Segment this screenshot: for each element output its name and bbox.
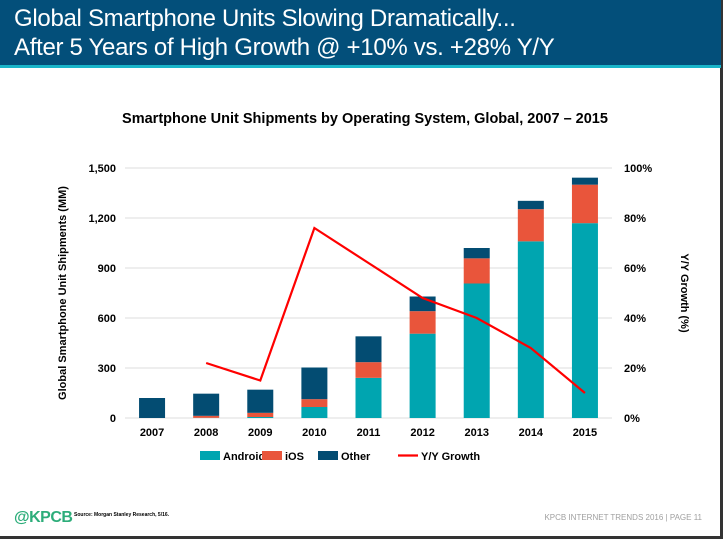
bar-android xyxy=(463,283,490,418)
y-tick-label: 1,200 xyxy=(88,213,116,225)
source-note: Source: Morgan Stanley Research, 5/16. xyxy=(74,512,170,518)
x-tick-label: 2011 xyxy=(357,427,381,439)
slide-title-line1: Global Smartphone Units Slowing Dramatic… xyxy=(14,5,516,32)
bar-other xyxy=(571,177,598,185)
y2-tick-label: 100% xyxy=(624,163,652,175)
y2-tick-label: 40% xyxy=(624,313,646,325)
y-tick-label: 300 xyxy=(98,363,116,375)
y2-tick-label: 80% xyxy=(624,213,646,225)
bar-other xyxy=(517,200,544,210)
bar-ios xyxy=(463,258,490,284)
y2-axis-label: Y/Y Growth (%) xyxy=(678,253,690,333)
kpcb-logo: @KPCB xyxy=(14,509,73,526)
x-tick-label: 2007 xyxy=(140,427,164,439)
x-tick-label: 2012 xyxy=(410,427,434,439)
x-tick-label: 2008 xyxy=(194,427,218,439)
bar-other xyxy=(463,248,490,259)
legend-label: Other xyxy=(341,451,371,463)
y-axis-label: Global Smartphone Unit Shipments (MM) xyxy=(57,186,69,400)
y-tick-label: 0 xyxy=(110,413,116,425)
legend-label: Y/Y Growth xyxy=(421,451,480,463)
x-tick-label: 2014 xyxy=(519,427,544,439)
bar-ios xyxy=(193,415,220,418)
bar-other xyxy=(301,367,328,400)
x-tick-label: 2015 xyxy=(573,427,597,439)
bar-android xyxy=(517,241,544,418)
bar-ios xyxy=(355,362,382,378)
bar-other xyxy=(247,389,274,413)
chart-title: Smartphone Unit Shipments by Operating S… xyxy=(122,111,608,127)
slide-header: Global Smartphone Units Slowing Dramatic… xyxy=(0,0,721,68)
bar-android xyxy=(301,407,328,418)
bar-ios xyxy=(247,412,274,417)
bar-ios xyxy=(301,399,328,407)
legend-swatch-android xyxy=(200,451,220,460)
legend-label: iOS xyxy=(285,451,304,463)
x-tick-label: 2010 xyxy=(302,427,326,439)
bar-android xyxy=(355,377,382,418)
x-tick-label: 2009 xyxy=(248,427,272,439)
slide-title-line2: After 5 Years of High Growth @ +10% vs. … xyxy=(14,34,555,61)
y-tick-label: 900 xyxy=(98,263,116,275)
y2-tick-label: 60% xyxy=(624,263,646,275)
bar-android xyxy=(571,223,598,418)
footer-page-info: KPCB INTERNET TRENDS 2016 | PAGE 11 xyxy=(544,513,702,522)
bar-android xyxy=(409,333,436,418)
legend-label: Android xyxy=(223,451,265,463)
y-tick-label: 1,500 xyxy=(88,163,116,175)
bar-other xyxy=(355,336,382,363)
y-tick-label: 600 xyxy=(98,313,116,325)
bar-ios xyxy=(571,184,598,224)
bar-other xyxy=(139,398,166,418)
x-tick-label: 2013 xyxy=(464,427,488,439)
line-yy-growth xyxy=(205,226,586,394)
y2-tick-label: 0% xyxy=(624,413,640,425)
legend-swatch-other xyxy=(318,451,338,460)
y2-tick-label: 20% xyxy=(624,363,646,375)
legend-swatch-ios xyxy=(262,451,282,460)
bar-ios xyxy=(409,311,436,334)
bar-ios xyxy=(517,209,544,242)
bar-android xyxy=(247,417,274,418)
bar-other xyxy=(193,393,220,416)
